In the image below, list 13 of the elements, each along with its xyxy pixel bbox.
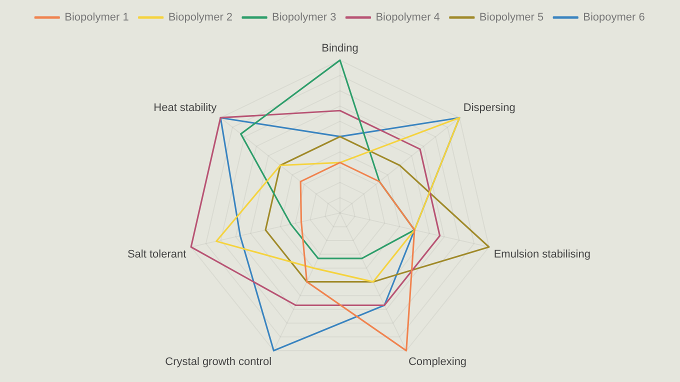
spoke-label: Crystal growth control	[165, 356, 272, 368]
spoke-label: Salt tolerant	[127, 248, 186, 261]
legend-label: Biopolymer 2	[168, 12, 233, 24]
spoke-label: Heat stability	[154, 102, 218, 114]
legend-label: Biopolymer 5	[479, 12, 544, 24]
spoke-label: Emulsion stabilising	[494, 248, 590, 261]
legend-label: Biopolymer 4	[376, 12, 440, 24]
legend-label: Biopoymer 6	[583, 12, 645, 24]
legend-label: Biopolymer 3	[272, 12, 336, 24]
legend-label: Biopolymer 1	[64, 12, 129, 24]
spoke-label: Dispersing	[463, 102, 516, 114]
spoke-label: Binding	[322, 42, 358, 55]
spoke-label: Complexing	[408, 356, 467, 368]
